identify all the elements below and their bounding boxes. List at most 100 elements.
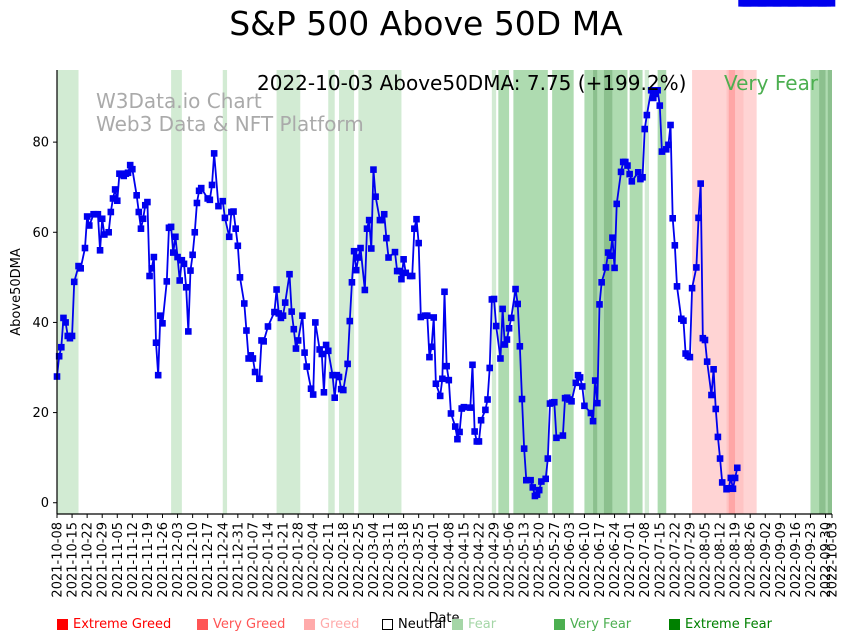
data-point — [221, 214, 229, 222]
x-tick-label: 2022-07-01 — [623, 522, 638, 598]
data-point — [256, 375, 263, 383]
x-tick-label: 2022-04-08 — [442, 522, 457, 598]
watermark-line-2: Web3 Data & NFT Platform — [96, 112, 364, 136]
data-point — [609, 234, 616, 241]
data-point — [749, 0, 756, 7]
data-point — [484, 396, 491, 403]
legend-label: Extreme Greed — [73, 617, 172, 632]
data-point — [733, 464, 741, 472]
x-tick-label: 2021-12-31 — [231, 522, 246, 598]
data-point — [490, 295, 498, 303]
data-point — [320, 388, 328, 396]
data-point — [626, 170, 633, 178]
data-point — [264, 323, 272, 330]
data-point — [514, 300, 521, 308]
data-point — [344, 360, 351, 368]
data-point — [299, 312, 306, 319]
data-point — [469, 361, 476, 369]
y-tick-label: 0 — [41, 496, 49, 511]
latest-value-annotation: 2022-10-03 Above50DMA: 7.75 (+199.2%) — [257, 71, 686, 95]
data-point — [273, 286, 280, 293]
data-point — [824, 0, 831, 7]
x-tick-label: 2021-12-10 — [186, 522, 201, 598]
sentiment-annotation: Very Fear — [724, 71, 819, 95]
legend-item-extreme-greed: Extreme Greed — [57, 617, 171, 632]
band-very-greed — [735, 70, 744, 514]
data-point — [301, 349, 308, 356]
data-point — [107, 208, 115, 216]
data-point — [669, 215, 676, 222]
x-tick-label: 2021-11-26 — [156, 522, 171, 598]
data-point — [725, 485, 732, 492]
data-point — [206, 196, 214, 204]
band-fear — [339, 70, 355, 514]
data-point — [475, 438, 483, 445]
data-point — [187, 267, 194, 274]
x-tick-label: 2021-11-19 — [141, 522, 156, 598]
data-point — [628, 178, 636, 185]
data-point — [281, 299, 289, 306]
data-point — [512, 285, 519, 293]
data-point — [417, 313, 425, 321]
data-point — [316, 346, 323, 353]
data-point — [451, 423, 459, 430]
data-point — [292, 345, 300, 352]
band-very-fear — [825, 70, 828, 514]
data-point — [729, 485, 737, 493]
data-point — [243, 327, 250, 334]
data-point — [94, 210, 102, 218]
data-point — [400, 256, 407, 263]
x-tick-label: 2022-03-18 — [397, 522, 412, 598]
band-very-fear — [657, 70, 667, 514]
x-tick-label: 2022-03-25 — [412, 522, 427, 598]
data-point — [363, 225, 371, 232]
data-point — [492, 322, 500, 330]
data-point — [370, 166, 377, 173]
x-tick-label: 2022-07-29 — [683, 522, 698, 598]
x-tick-label: 2021-10-22 — [81, 522, 96, 598]
legend-swatch-icon — [197, 619, 208, 630]
data-point — [361, 286, 369, 294]
data-point — [303, 363, 311, 370]
data-point — [240, 300, 248, 307]
data-point — [294, 337, 302, 344]
data-point — [538, 478, 545, 485]
data-point — [535, 486, 543, 494]
data-point — [251, 368, 259, 376]
x-tick-label: 2021-12-24 — [216, 522, 231, 598]
data-point — [180, 260, 188, 268]
data-point — [307, 385, 315, 392]
data-point — [98, 215, 106, 223]
data-point — [219, 197, 227, 205]
data-point — [727, 474, 735, 482]
data-point — [497, 355, 504, 362]
data-point — [591, 377, 599, 384]
data-point — [430, 314, 438, 321]
data-point — [542, 475, 549, 483]
x-tick-label: 2021-10-15 — [66, 522, 81, 598]
data-point — [288, 308, 295, 315]
x-tick-label: 2021-10-29 — [96, 522, 111, 598]
data-point — [113, 197, 121, 205]
x-tick-label: 2022-07-15 — [653, 522, 668, 598]
band-fear — [644, 70, 650, 514]
x-tick-label: 2022-10-03 — [826, 522, 841, 598]
data-point — [671, 242, 679, 249]
data-point — [667, 121, 674, 129]
data-point — [486, 364, 494, 372]
x-tick-label: 2021-11-12 — [126, 522, 141, 598]
data-point — [544, 455, 552, 462]
data-point — [357, 244, 364, 252]
x-tick-label: 2022-04-15 — [457, 522, 472, 598]
data-point — [58, 343, 65, 351]
data-point — [159, 320, 166, 327]
x-tick-label: 2022-04-22 — [472, 522, 487, 598]
x-tick-label: 2022-01-28 — [292, 522, 307, 598]
data-point — [505, 324, 513, 332]
data-point — [693, 264, 700, 271]
data-point — [428, 343, 435, 351]
x-tick-label: 2022-07-08 — [638, 522, 653, 598]
data-point — [606, 252, 614, 260]
data-point — [647, 86, 655, 94]
